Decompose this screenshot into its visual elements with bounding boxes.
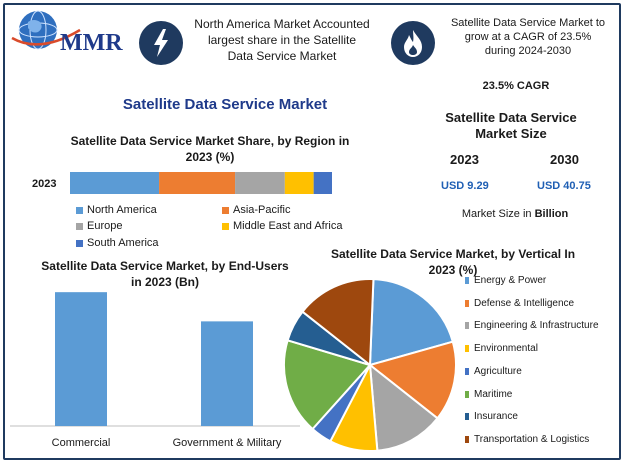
infographic-frame [3, 3, 621, 460]
legend-swatch [465, 345, 469, 353]
pie-slice-energy-and-power [368, 278, 455, 367]
legend-label: Environmental [474, 343, 538, 355]
year-2030: 2030 [550, 152, 579, 167]
region-legend-south-america: South America [76, 237, 159, 249]
pie-slice-engineering-and-infrastructure [368, 362, 439, 452]
market-size-2023: USD 9.29 [441, 180, 489, 192]
end-user-chart-title: Satellite Data Service Market, by End-Us… [41, 259, 289, 289]
legend-label: Engineering & Infrastructure [474, 320, 599, 332]
end-user-bar-commercial [55, 292, 107, 426]
legend-swatch [465, 390, 469, 398]
region-legend-middle-east-and-africa: Middle East and Africa [222, 220, 342, 232]
pie-slice-transportation-and-logistics [301, 278, 375, 368]
market-size-2030: USD 40.75 [537, 180, 591, 192]
pie-slice-maritime [283, 339, 372, 431]
flame-icon [391, 21, 435, 65]
legend-swatch [222, 206, 229, 214]
end-user-bar-chart: Commercial Government & Military [10, 292, 300, 449]
legend-swatch [76, 239, 83, 247]
end-user-tick-government-and-military: Government & Military [173, 437, 282, 449]
legend-swatch [76, 222, 83, 230]
legend-label: Europe [87, 220, 123, 232]
pie-legend-environmental: Environmental [465, 343, 538, 354]
region-legend-north-america: North America [76, 204, 157, 216]
legend-label: North America [87, 204, 157, 216]
market-size-title: Satellite Data Service Market Size [445, 110, 577, 141]
region-legend-europe: Europe [76, 220, 122, 232]
legend-label: Agriculture [474, 365, 522, 377]
region-bar-south-america [313, 172, 332, 194]
region-legend-asia-pacific: Asia-Pacific [222, 204, 290, 216]
pie-legend-agriculture: Agriculture [465, 366, 522, 377]
region-bar-europe [235, 172, 285, 194]
legend-swatch [465, 367, 469, 375]
region-stacked-bar-chart: 2023 [32, 172, 332, 194]
legend-swatch [222, 222, 229, 230]
year-2023: 2023 [450, 152, 479, 167]
pie-legend-maritime: Maritime [465, 389, 512, 400]
legend-swatch [465, 413, 469, 421]
lightning-icon [139, 21, 183, 65]
vertical-chart-title: Satellite Data Service Market, by Vertic… [330, 247, 576, 277]
pie-legend-transportation-and-logistics: Transportation & Logistics [465, 434, 589, 445]
unit-prefix: Market Size in [461, 208, 532, 220]
main-title: Satellite Data Service Market [122, 96, 328, 113]
end-user-tick-commercial: Commercial [52, 437, 111, 449]
legend-label: Defense & Intelligence [474, 297, 575, 309]
pie-legend-engineering-and-infrastructure: Engineering & Infrastructure [465, 320, 599, 331]
legend-swatch [465, 322, 469, 330]
pie-legend-defense-and-intelligence: Defense & Intelligence [465, 298, 574, 309]
legend-label: Transportation & Logistics [474, 433, 590, 445]
pie-legend-insurance: Insurance [465, 411, 518, 422]
region-bar-north-america [70, 172, 160, 194]
pie-legend-energy-and-power: Energy & Power [465, 275, 546, 286]
north-america-info: North America Market Accounted largest s… [194, 17, 370, 63]
legend-label: Middle East and Africa [233, 220, 343, 232]
cagr-info: Satellite Data Service Market to grow at… [450, 17, 606, 57]
legend-swatch [465, 299, 469, 307]
legend-label: Asia-Pacific [233, 204, 291, 216]
region-chart-title: Satellite Data Service Market Share, by … [70, 134, 350, 164]
mmr-logo [11, 10, 81, 50]
region-bar-middle-east-and-africa [284, 172, 314, 194]
cagr-value: 23.5% CAGR [482, 80, 550, 92]
legend-swatch [465, 277, 469, 284]
region-bar-asia-pacific [159, 172, 236, 194]
legend-label: South America [87, 237, 159, 249]
logo-text: MMR [60, 30, 123, 56]
end-user-bar-government-and-military [201, 321, 253, 426]
region-category-label: 2023 [32, 178, 56, 190]
market-size-unit: Market Size in Billion [440, 208, 590, 220]
legend-swatch [465, 435, 469, 443]
legend-label: Insurance [474, 411, 518, 423]
legend-label: Energy & Power [474, 275, 547, 286]
vertical-pie-chart [283, 278, 457, 452]
unit-bold: Billion [534, 208, 569, 220]
legend-swatch [76, 206, 83, 214]
legend-label: Maritime [474, 388, 513, 400]
pie-slice-defense-and-intelligence [367, 340, 457, 420]
